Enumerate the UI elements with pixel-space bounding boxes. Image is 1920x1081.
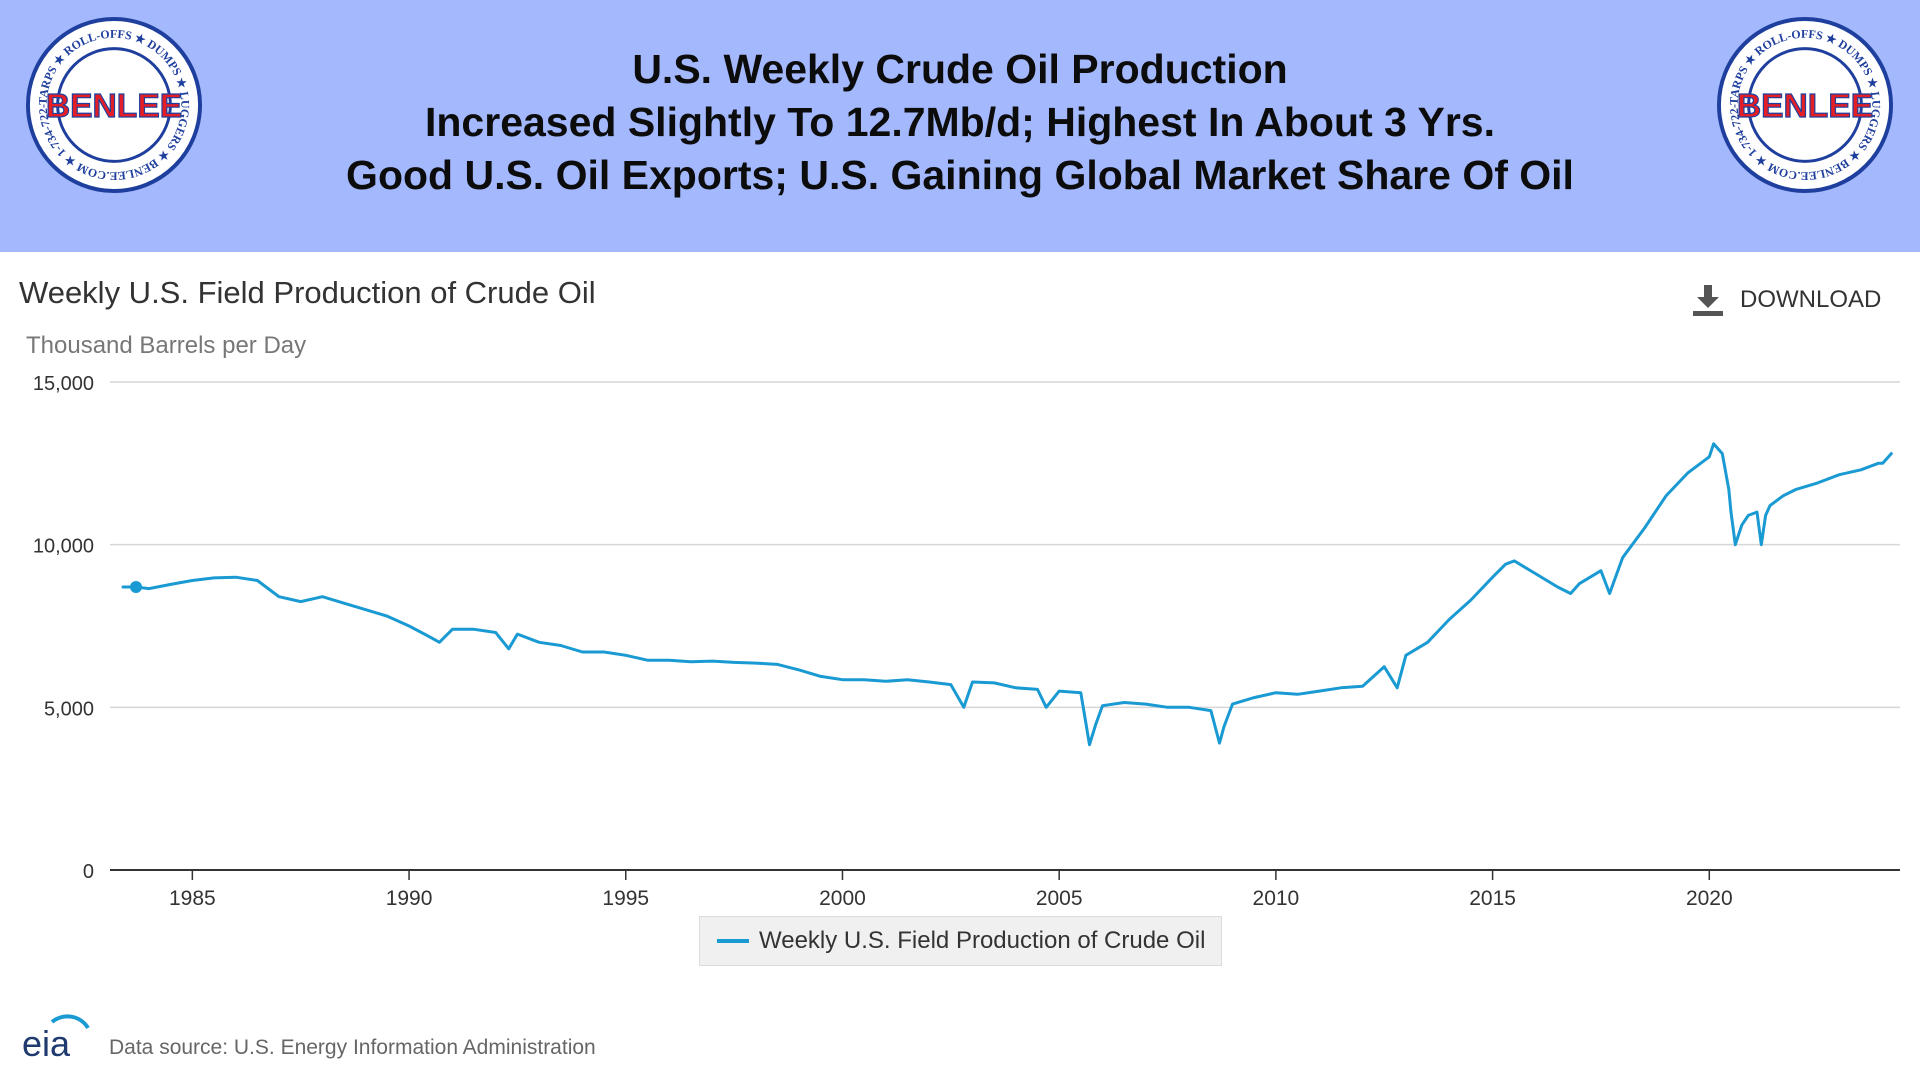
- legend-swatch: [717, 939, 749, 943]
- x-tick-label: 2000: [819, 887, 866, 910]
- x-tick-label: 2005: [1036, 887, 1083, 910]
- svg-text:BENLEE: BENLEE: [46, 88, 182, 125]
- grid-lines: [110, 381, 1900, 871]
- eia-logo: eia: [22, 1014, 90, 1060]
- y-tick-label: 5,000: [44, 698, 94, 720]
- headline-line-2: Increased Slightly To 12.7Mb/d; Highest …: [425, 99, 1495, 145]
- download-label: DOWNLOAD: [1740, 286, 1882, 313]
- x-tick-label: 2015: [1469, 887, 1516, 910]
- x-tick-label: 2020: [1686, 887, 1733, 910]
- svg-text:eia: eia: [22, 1023, 71, 1060]
- headline-line-1: U.S. Weekly Crude Oil Production: [632, 46, 1288, 92]
- chart-legend[interactable]: Weekly U.S. Field Production of Crude Oi…: [699, 916, 1222, 966]
- y-tick-label: 0: [83, 861, 94, 883]
- series-layer: [121, 442, 1893, 747]
- line-chart: 0 5,000 10,000 15,000 1985 1990 1995 2000 2005 2…: [33, 373, 1900, 910]
- x-tick-label: 2010: [1253, 887, 1300, 910]
- chart-title: Weekly U.S. Field Production of Crude Oi…: [19, 275, 596, 310]
- x-tick-label: 1990: [386, 887, 433, 910]
- benlee-logo-left: TARPS ★ ROLL-OFFS ★ DUMPS ★ LUGGERS ★ BE…: [25, 16, 203, 194]
- x-tick-label: 1995: [602, 887, 649, 910]
- headline-line-3: Good U.S. Oil Exports; U.S. Gaining Glob…: [346, 152, 1574, 198]
- data-point-marker[interactable]: [130, 580, 143, 593]
- y-axis-ticks: 0 5,000 10,000 15,000: [33, 373, 94, 883]
- header-banner: TARPS ★ ROLL-OFFS ★ DUMPS ★ LUGGERS ★ BE…: [0, 0, 1920, 252]
- x-axis-ticks: 1985 1990 1995 2000 2005 2010 2015 2020: [169, 870, 1733, 910]
- y-tick-label: 15,000: [33, 373, 94, 395]
- y-tick-label: 10,000: [33, 536, 94, 558]
- data-source-text: Data source: U.S. Energy Information Adm…: [109, 1036, 596, 1059]
- download-icon: [1693, 285, 1723, 316]
- x-tick-label: 1985: [169, 887, 216, 910]
- download-button[interactable]: DOWNLOAD: [1690, 282, 1881, 318]
- series-line: [121, 442, 1893, 747]
- y-axis-unit-label: Thousand Barrels per Day: [26, 332, 307, 359]
- legend-label: Weekly U.S. Field Production of Crude Oi…: [759, 927, 1206, 954]
- svg-text:BENLEE: BENLEE: [1737, 88, 1873, 125]
- benlee-logo-right: TARPS ★ ROLL-OFFS ★ DUMPS ★ LUGGERS ★ BE…: [1716, 16, 1894, 194]
